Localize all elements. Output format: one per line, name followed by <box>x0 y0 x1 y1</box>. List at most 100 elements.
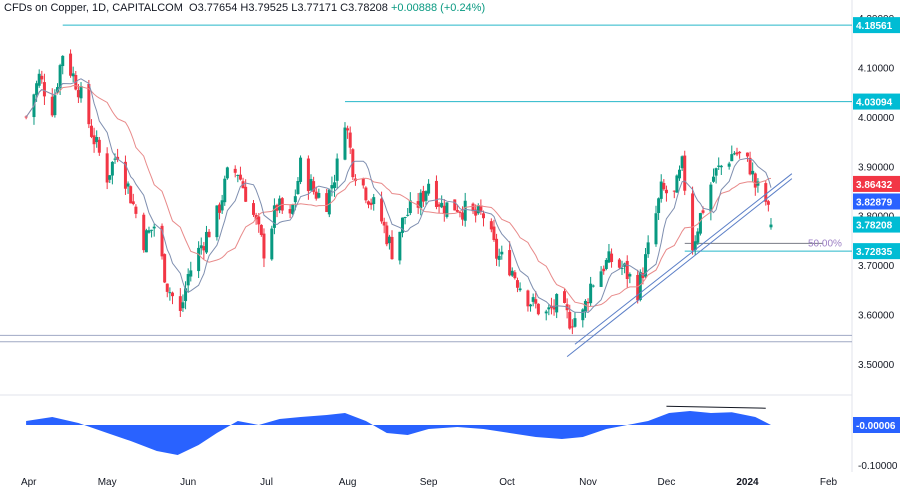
candle-body <box>252 203 256 215</box>
candle-body <box>385 225 389 245</box>
price-label-text: 3.86432 <box>856 180 893 191</box>
oscillator-value-box <box>853 417 900 433</box>
candle-body <box>76 90 80 98</box>
candle-body <box>434 180 438 207</box>
candle-body <box>756 181 760 186</box>
candle-body <box>513 272 517 279</box>
candle-body <box>382 221 386 226</box>
candle-body <box>458 212 462 214</box>
candle-body <box>510 270 514 276</box>
candle-body <box>709 184 713 212</box>
candle-body <box>453 199 457 211</box>
x-tick-label: Sep <box>420 477 438 488</box>
candle-body <box>727 163 731 167</box>
candle-body <box>184 288 188 302</box>
candle-body <box>126 183 130 187</box>
candle-body <box>225 167 229 179</box>
candle-body <box>416 201 420 208</box>
candle-body <box>291 204 295 215</box>
candle-body <box>144 230 148 253</box>
candle-body <box>372 197 376 205</box>
candle-body <box>476 205 480 214</box>
candle-body <box>50 96 54 116</box>
x-tick-label: Jul <box>260 477 273 488</box>
candle-body <box>181 302 185 309</box>
candle-body <box>270 228 274 260</box>
candle-body <box>599 271 603 287</box>
candle-body <box>113 158 117 160</box>
candle-body <box>620 267 624 269</box>
trendline <box>574 173 793 345</box>
candle-body <box>573 318 577 327</box>
oscillator-value-text: -0.00006 <box>856 421 896 432</box>
candle-body <box>529 304 533 307</box>
candle-body <box>259 224 263 235</box>
candle-body <box>769 224 773 228</box>
candle-body <box>306 158 310 192</box>
candle-body <box>617 259 621 268</box>
candle-body <box>199 245 203 249</box>
candle-body <box>589 283 593 304</box>
candle-body <box>518 288 522 291</box>
candle-body <box>129 186 133 204</box>
candle-body <box>495 238 499 259</box>
candle-body <box>152 226 156 229</box>
candle-body <box>160 225 164 257</box>
oscillator-area <box>26 411 772 455</box>
price-label-text: 3.72835 <box>856 247 893 258</box>
candle-body <box>607 251 611 263</box>
candle-body <box>638 271 642 301</box>
candle-body <box>233 168 237 173</box>
candle-body <box>257 216 261 225</box>
candle-body <box>719 165 723 168</box>
candles-group <box>24 49 773 335</box>
candle-body <box>455 210 459 212</box>
candle-body <box>220 200 224 211</box>
candle-body <box>644 254 648 277</box>
candle-body <box>105 153 109 183</box>
candle-body <box>202 246 206 251</box>
candle-body <box>312 181 316 192</box>
candle-body <box>479 206 483 212</box>
candle-body <box>299 157 303 182</box>
candle-body <box>42 82 46 97</box>
candle-body <box>500 251 504 255</box>
symbol-title: CFDs on Copper, 1D, CAPITALCOM <box>4 2 183 14</box>
candle-body <box>330 185 334 189</box>
candle-body <box>403 216 407 218</box>
candle-body <box>400 217 404 233</box>
candle-body <box>623 263 627 267</box>
candle-body <box>678 169 682 179</box>
candle-body <box>163 254 167 283</box>
candle-body <box>672 190 676 192</box>
candle-body <box>604 259 608 269</box>
price-label-text: 4.18561 <box>856 21 893 32</box>
candle-body <box>369 202 373 206</box>
candle-body <box>664 189 668 194</box>
candle-body <box>408 200 412 214</box>
oscillator-value-label: -0.00006 <box>853 417 900 433</box>
candle-body <box>189 270 193 277</box>
x-tick-label: May <box>98 477 117 488</box>
y-tick-label: 3.50000 <box>858 360 895 371</box>
candle-body <box>123 161 127 189</box>
candle-body <box>461 212 465 220</box>
candle-body <box>701 210 705 213</box>
high-value: H3.79525 <box>240 2 289 14</box>
candle-body <box>463 200 467 221</box>
candle-body <box>552 305 556 310</box>
candle-body <box>244 186 248 202</box>
candle-body <box>110 161 114 176</box>
candle-body <box>568 311 572 329</box>
candle-body <box>489 221 493 230</box>
candle-body <box>361 178 365 186</box>
candle-body <box>515 280 519 288</box>
candle-body <box>69 53 73 76</box>
candle-body <box>325 193 329 213</box>
candle-body <box>296 180 300 195</box>
candle-body <box>751 170 755 175</box>
candle-body <box>657 198 661 214</box>
candle-body <box>134 206 138 214</box>
candle-body <box>380 198 384 222</box>
